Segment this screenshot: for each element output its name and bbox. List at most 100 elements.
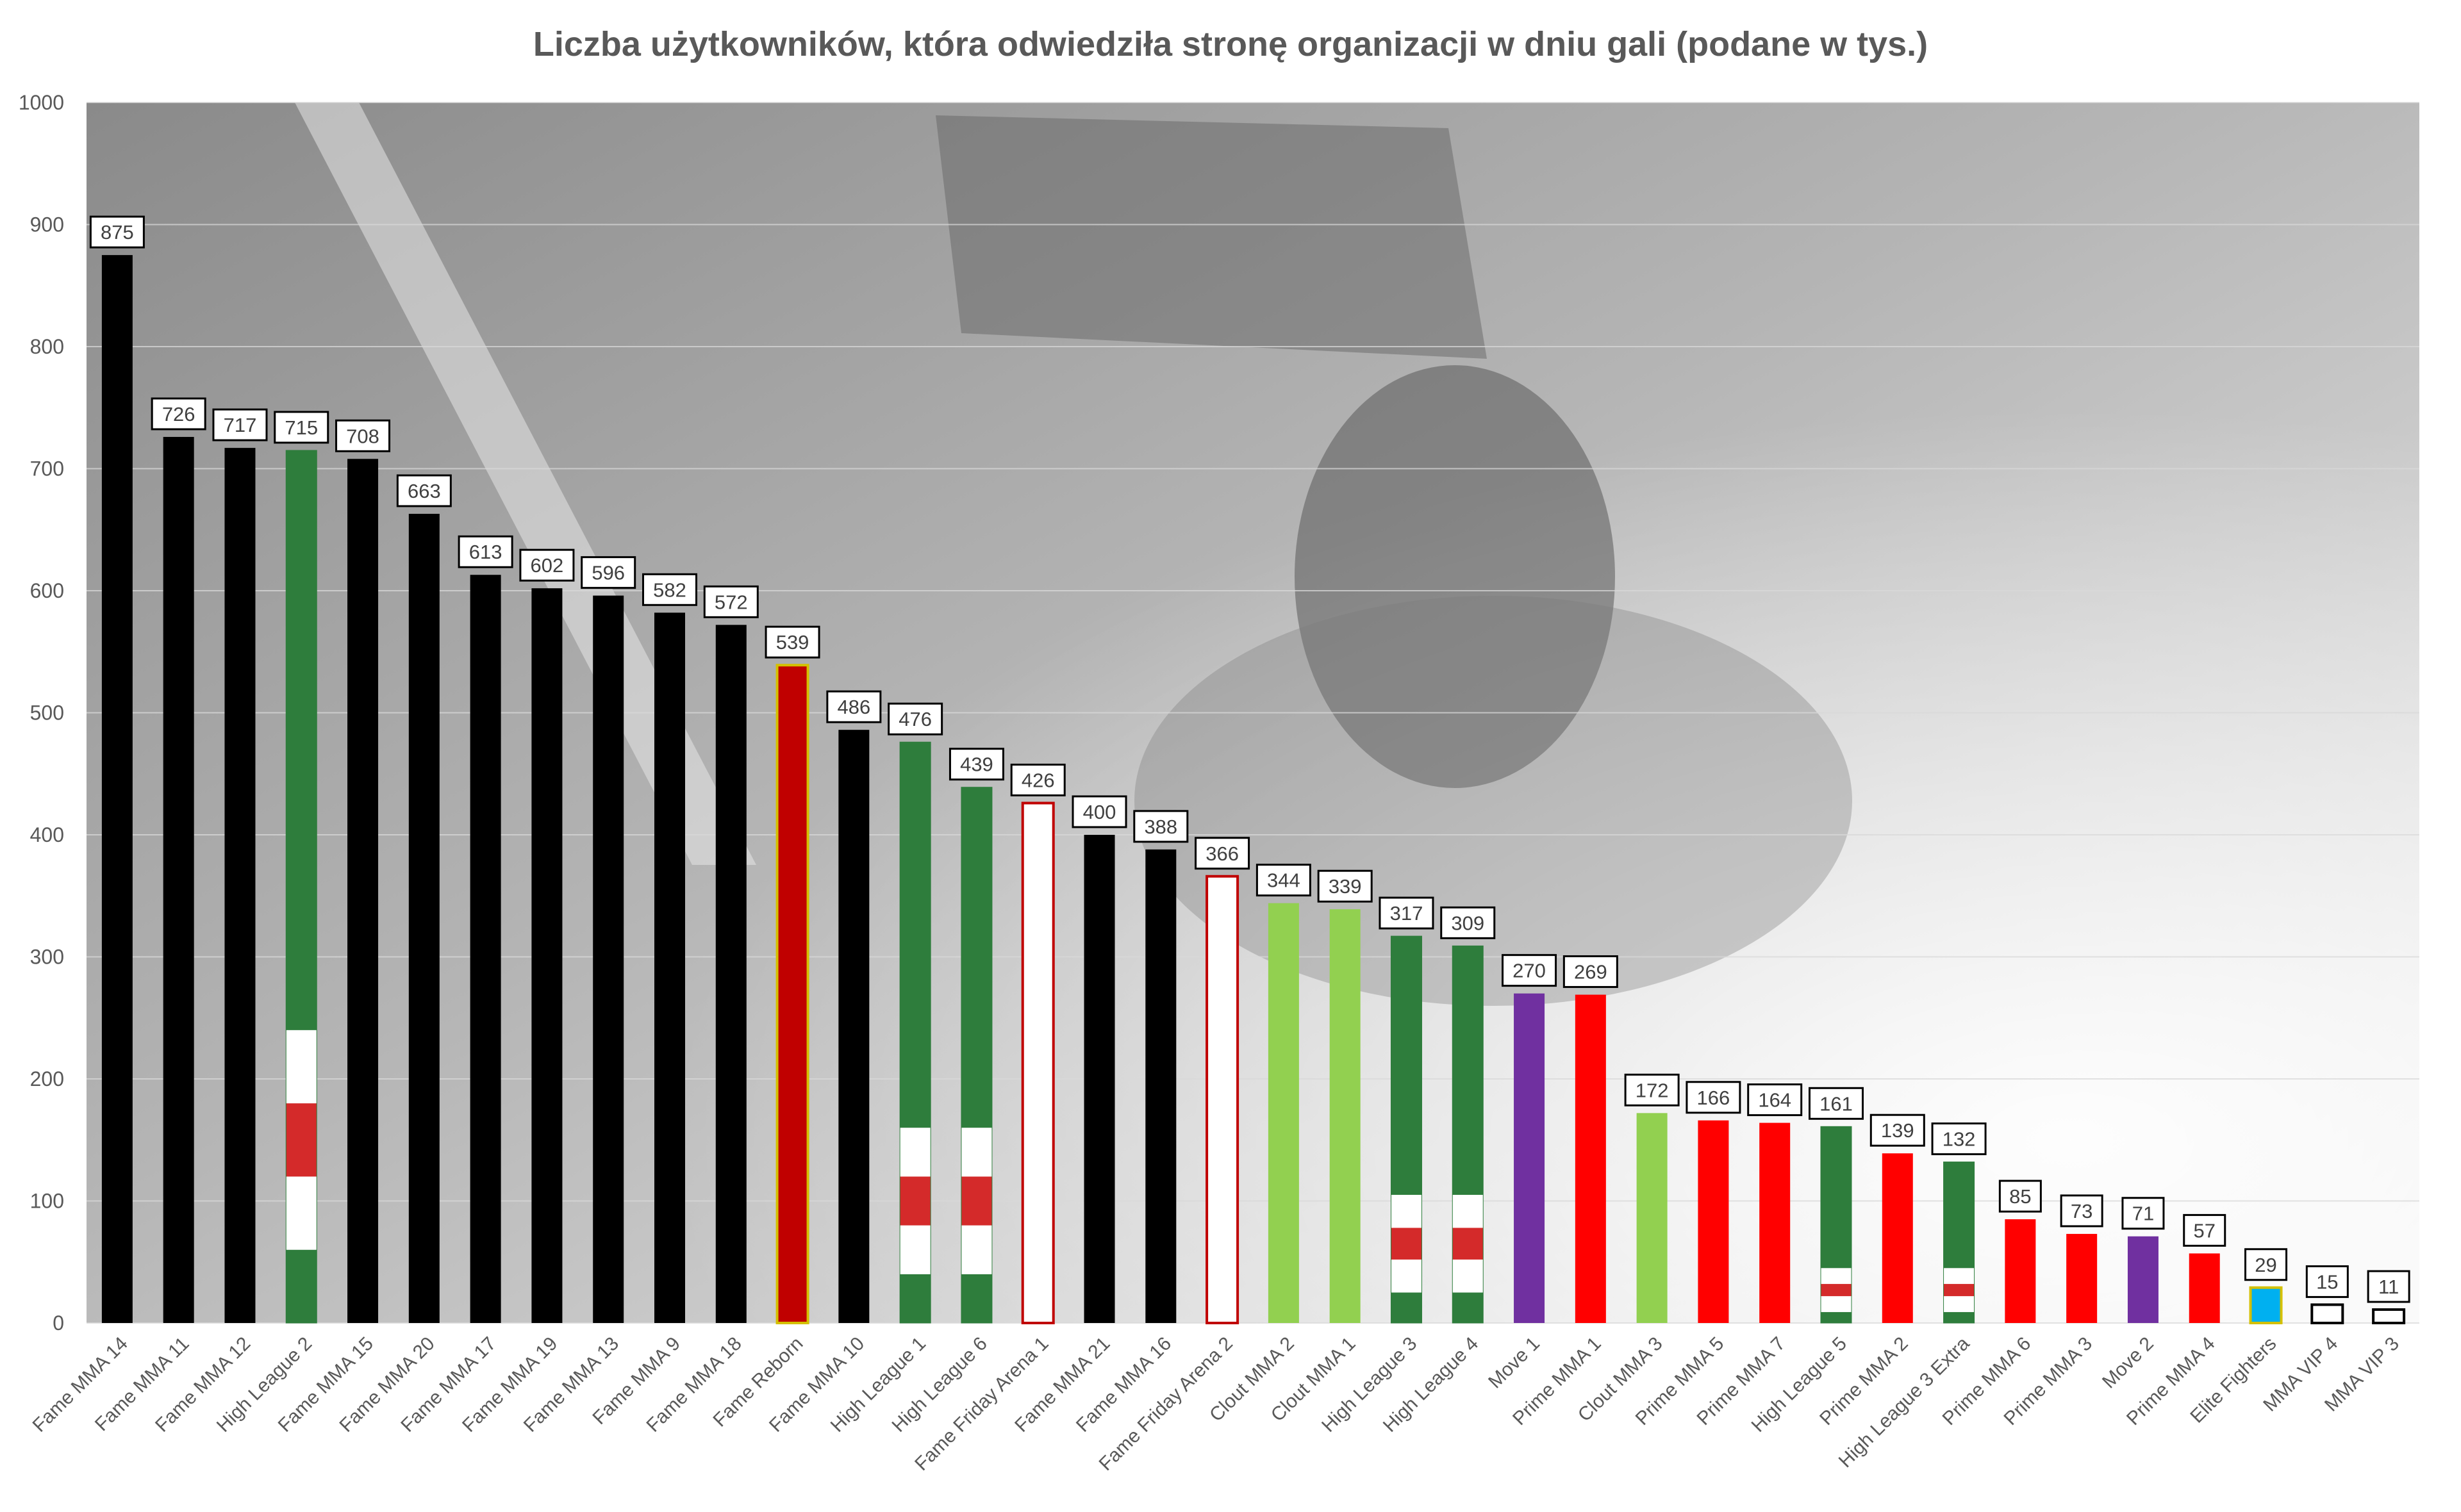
bar-stripe [1943,1311,1975,1323]
data-label: 344 [1267,869,1300,892]
data-label: 339 [1329,875,1362,898]
data-label: 15 [2316,1270,2338,1293]
data-label-box [1686,1081,1741,1114]
data-label-box [2183,1213,2226,1247]
bar-stripe [286,1176,317,1250]
bar [2127,1236,2159,1323]
data-label-box [151,397,206,431]
data-label-box [458,535,513,568]
data-label-box [1869,1113,1925,1147]
data-label: 139 [1881,1119,1914,1142]
bar-stripe [1391,1259,1422,1293]
bar [1084,835,1115,1323]
data-label: 717 [224,414,257,436]
data-label-box [1502,954,1557,987]
bar [347,459,379,1323]
y-tick-label: 1000 [19,91,64,114]
bar [224,448,256,1323]
data-label: 539 [776,631,809,653]
y-tick-label: 500 [30,702,64,725]
data-label-box [212,408,268,441]
chart-title: Liczba użytkowników, która odwiedziła st… [533,25,1928,63]
data-label: 476 [899,708,932,730]
y-tick-label: 800 [30,335,64,358]
bar-stripe [1821,1268,1852,1285]
bar-stripe [286,450,317,1030]
data-label-box [2367,1270,2410,1303]
data-label: 388 [1144,816,1177,838]
data-label: 486 [838,696,871,718]
y-tick-label: 900 [30,213,64,236]
bar [654,612,685,1323]
data-label: 426 [1022,769,1055,791]
data-label-box [2060,1194,2103,1228]
y-tick-label: 600 [30,579,64,602]
bar [715,625,747,1323]
bar-stripe [1821,1126,1852,1269]
bar [2310,1303,2344,1325]
bar-stripe [900,1274,931,1323]
bar [1575,994,1606,1323]
data-label-box [274,411,329,444]
bar-stripe [1391,1194,1422,1228]
bar-stripe [1391,1292,1422,1323]
bar [2189,1253,2220,1323]
data-label: 29 [2255,1254,2276,1276]
data-label: 57 [2193,1219,2215,1242]
data-label-box [335,419,391,452]
bar [2066,1233,2098,1323]
bar [1882,1153,1913,1323]
data-label-box [1747,1083,1803,1117]
bar-stripe [1391,936,1422,1195]
data-label: 132 [1943,1128,1976,1151]
bar-stripe [1821,1296,1852,1312]
bar [1943,1162,1975,1324]
bar [531,588,563,1324]
bar [1145,849,1177,1323]
bar-stripe [1452,1292,1484,1323]
data-label-box [703,585,759,618]
bar [2249,1286,2283,1325]
bar [1636,1113,1668,1323]
y-tick-label: 100 [30,1190,64,1213]
data-label-box [1133,810,1189,843]
data-label-box [1072,795,1127,828]
data-label: 270 [1512,960,1546,982]
data-label-box [1931,1122,1987,1156]
data-label-box [2305,1265,2349,1298]
bar-stripe [1452,1194,1484,1228]
y-tick-label: 400 [30,823,64,846]
bar [163,436,194,1323]
data-label-box [519,548,575,582]
bar [1452,945,1484,1324]
data-label: 166 [1697,1087,1730,1109]
bar-stripe [1452,946,1484,1195]
bar [961,787,993,1324]
bar-stripe [1943,1162,1975,1269]
bar-stripe [1943,1284,1975,1297]
data-label-box [1317,869,1373,903]
bar-stripe [961,1274,992,1323]
bar [2372,1308,2406,1325]
bar-stripe [900,742,931,1128]
data-label-box [2244,1248,2288,1281]
data-label: 85 [2009,1185,2031,1208]
data-label-box [1010,763,1066,796]
data-label-box [1440,906,1496,939]
data-label-box [581,556,636,589]
y-tick-label: 0 [53,1311,64,1335]
data-label-box [765,625,820,659]
data-label-box [1379,896,1434,930]
data-label: 663 [408,480,441,502]
data-label: 582 [653,579,686,601]
bar-stripe [961,787,992,1128]
data-label-box [826,690,882,723]
data-label: 172 [1636,1079,1669,1101]
data-label-box [1562,955,1618,989]
data-label: 439 [960,753,993,776]
bar-stripe [1943,1296,1975,1312]
data-label: 572 [715,591,748,613]
bar [1329,909,1361,1323]
bar [775,664,809,1324]
data-label: 269 [1574,961,1607,983]
